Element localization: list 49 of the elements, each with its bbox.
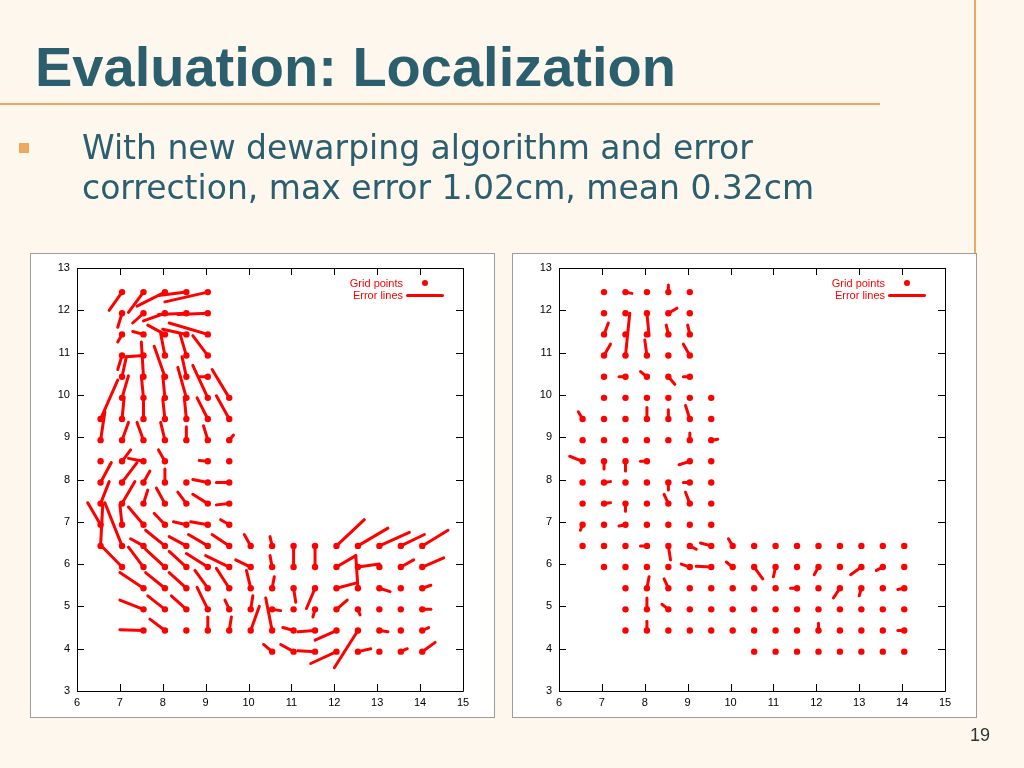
y-tick-label: 11	[540, 345, 552, 358]
y-tick-label: 6	[545, 557, 552, 570]
y-tick-label: 12	[57, 303, 70, 316]
chart-title: Evaluation: Localization	[35, 35, 676, 98]
y-tick-label: 8	[63, 472, 70, 485]
x-tick-label: 12	[328, 695, 341, 708]
x-tick-label: 8	[159, 695, 166, 708]
y-tick-label: 13	[57, 261, 70, 274]
y-tick-label: 10	[57, 387, 70, 400]
chart-subtitle: With new dewarping algorithm and error correction, max error 1.02cm, mean 0.32cm	[82, 128, 816, 208]
y-tick-label: 12	[539, 303, 552, 316]
x-tick-label: 7	[598, 695, 605, 708]
x-tick-label: 10	[242, 695, 255, 708]
y-tick-label: 9	[545, 430, 552, 443]
x-tick-label: 13	[853, 695, 866, 708]
y-tick-label: 7	[545, 514, 552, 527]
x-tick-label: 9	[684, 695, 691, 708]
y-tick-label: 3	[545, 684, 552, 697]
legend-label: Error lines	[352, 289, 403, 301]
x-tick-label: 8	[641, 695, 648, 708]
y-tick-label: 8	[545, 472, 552, 485]
y-tick-label: 11	[58, 345, 70, 358]
y-tick-label: 5	[63, 599, 70, 612]
x-tick-label: 14	[413, 695, 427, 708]
x-tick-label: 11	[285, 695, 298, 708]
x-tick-label: 13	[371, 695, 384, 708]
x-tick-label: 10	[724, 695, 737, 708]
x-tick-label: 15	[938, 695, 952, 708]
x-tick-label: 9	[202, 695, 209, 708]
x-tick-label: 11	[767, 695, 780, 708]
y-tick-label: 3	[63, 684, 70, 697]
y-tick-label: 9	[63, 430, 70, 443]
y-tick-label: 10	[539, 387, 552, 400]
x-tick-label: 7	[116, 695, 123, 708]
x-tick-label: 6	[73, 695, 81, 708]
legend-label: Grid points	[349, 277, 403, 289]
y-tick-label: 4	[545, 641, 552, 654]
x-tick-label: 12	[810, 695, 823, 708]
y-tick-label: 6	[63, 557, 70, 570]
y-tick-label: 13	[539, 261, 552, 274]
legend-label: Error lines	[834, 289, 885, 301]
y-tick-label: 7	[63, 514, 70, 527]
y-tick-label: 5	[545, 599, 552, 612]
x-tick-label: 15	[456, 695, 470, 708]
x-tick-label: 14	[895, 695, 909, 708]
legend-label: Grid points	[831, 277, 885, 289]
text: 19	[969, 724, 990, 746]
x-tick-label: 6	[555, 695, 563, 708]
y-tick-label: 4	[63, 641, 70, 654]
